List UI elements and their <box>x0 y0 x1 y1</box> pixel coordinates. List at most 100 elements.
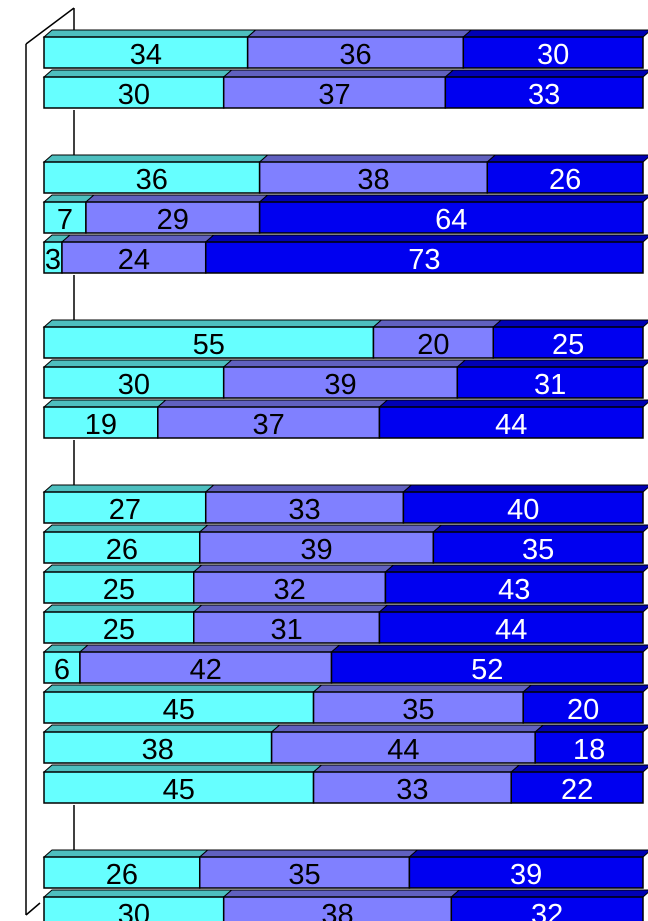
bar-g2-b3-s3 <box>204 241 644 274</box>
bar-g4-b2-s2 <box>198 531 435 564</box>
bar-top-g4-b7-s3 <box>533 724 648 733</box>
data-label-g3-b1-s3: 25 <box>552 329 584 361</box>
bar-top-g2-b1-s2 <box>258 154 497 163</box>
bar-top-g5-b1-s1 <box>42 849 210 858</box>
bar-top-g4-b3-s1 <box>42 564 204 573</box>
data-label-g4-b5-s1: 6 <box>54 654 70 686</box>
data-label-g4-b2-s3: 35 <box>522 534 554 566</box>
data-label-g3-b2-s1: 30 <box>118 369 150 401</box>
bar-g4-b3-s2 <box>193 571 387 604</box>
bar-top-g1-b1-s2 <box>246 29 473 38</box>
data-label-g3-b3-s3: 44 <box>495 409 527 441</box>
bar-top-g2-b3-s2 <box>60 234 216 243</box>
bar-g1-b1-s2 <box>246 36 465 69</box>
bar-top-g4-b1-s3 <box>402 484 648 493</box>
data-label-g5-b2-s3: 32 <box>531 899 563 921</box>
bar-top-g3-b2-s1 <box>42 359 234 368</box>
bar-top-g2-b2-s3 <box>258 194 648 203</box>
data-label-g4-b8-s1: 45 <box>163 774 195 806</box>
bar-top-g4-b7-s2 <box>270 724 545 733</box>
bar-top-g5-b2-s2 <box>222 889 461 898</box>
data-label-g4-b3-s1: 25 <box>103 574 135 606</box>
bar-g4-b8-s3 <box>510 771 644 804</box>
data-label-g4-b2-s2: 39 <box>300 534 332 566</box>
bar-top-g4-b8-s2 <box>312 764 521 773</box>
bar-top-g4-b6-s3 <box>521 684 648 693</box>
bar-top-g1-b2-s2 <box>222 69 455 78</box>
bar-top-g4-b4-s3 <box>378 604 648 613</box>
bar-top-g3-b2-s3 <box>455 359 648 368</box>
bar-top-g4-b5-s2 <box>78 644 341 653</box>
category-axis <box>25 7 75 916</box>
bar-g4-b6-s3 <box>522 691 644 724</box>
bar-top-g4-b1-s2 <box>204 484 413 493</box>
data-label-g4-b6-s3: 20 <box>567 694 599 726</box>
bar-top-g3-b1-s3 <box>491 319 648 328</box>
data-label-g5-b2-s1: 30 <box>118 899 150 921</box>
bar-g4-b2-s3 <box>432 531 644 564</box>
data-label-g2-b3-s2: 24 <box>118 244 150 276</box>
bar-g1-b2-s3 <box>444 76 644 109</box>
bar-g4-b1-s3 <box>402 491 644 524</box>
data-label-g2-b1-s2: 38 <box>357 164 389 196</box>
bar-top-g3-b3-s1 <box>42 399 168 408</box>
data-label-g2-b1-s3: 26 <box>549 164 581 196</box>
data-label-g4-b2-s1: 26 <box>106 534 138 566</box>
bar-top-g4-b2-s1 <box>42 524 210 533</box>
bar-top-g1-b2-s3 <box>443 69 648 78</box>
data-label-g5-b1-s2: 35 <box>288 859 320 891</box>
data-label-g1-b1-s3: 30 <box>537 39 569 71</box>
bar-top-g2-b3-s3 <box>204 234 648 243</box>
bar-g2-b1-s2 <box>258 161 489 194</box>
data-label-g1-b1-s1: 34 <box>130 39 162 71</box>
bar-top-g4-b3-s3 <box>384 564 648 573</box>
bar-g4-b7-s3 <box>534 731 644 764</box>
bar-top-g4-b8-s3 <box>509 764 648 773</box>
bar-g4-b5-s3 <box>330 651 644 684</box>
bar-top-g4-b7-s1 <box>42 724 281 733</box>
data-label-g4-b7-s3: 18 <box>573 734 605 766</box>
data-label-g4-b1-s2: 33 <box>288 494 320 526</box>
bar-g5-b2-s3 <box>450 896 644 921</box>
bar-g3-b2-s3 <box>456 366 644 399</box>
bar-g3-b1-s2 <box>372 326 495 359</box>
bar-g4-b4-s3 <box>378 611 644 644</box>
bar-g3-b3-s1 <box>43 406 159 439</box>
bar-top-g2-b1-s1 <box>42 154 269 163</box>
data-label-g4-b4-s1: 25 <box>103 614 135 646</box>
bar-g4-b6-s2 <box>312 691 524 724</box>
bar-top-g2-b2-s2 <box>84 194 269 203</box>
bar-top-g1-b1-s3 <box>461 29 648 38</box>
bar-top-g1-b2-s1 <box>42 69 234 78</box>
bar-g4-b4-s2 <box>193 611 381 644</box>
data-label-g3-b1-s2: 20 <box>417 329 449 361</box>
bar-top-g4-b4-s1 <box>42 604 204 613</box>
bar-top-g4-b3-s2 <box>192 564 395 573</box>
axis-top-diagonal <box>25 7 75 45</box>
bar-g5-b1-s3 <box>408 856 644 889</box>
bar-top-g4-b1-s1 <box>42 484 216 493</box>
bar-g3-b2-s2 <box>222 366 459 399</box>
bar-top-g4-b8-s1 <box>42 764 323 773</box>
bar-g4-b3-s1 <box>43 571 195 604</box>
data-label-g2-b2-s1: 7 <box>57 204 73 236</box>
bar-top-g4-b4-s2 <box>192 604 389 613</box>
bar-g3-b3-s3 <box>378 406 644 439</box>
data-label-g2-b2-s2: 29 <box>157 204 189 236</box>
bar-g2-b1-s1 <box>43 161 261 194</box>
bar-g4-b5-s2 <box>79 651 333 684</box>
bar-g3-b1-s3 <box>492 326 644 359</box>
data-label-g2-b3-s3: 73 <box>408 244 440 276</box>
bar-g5-b2-s1 <box>43 896 225 921</box>
bar-top-g3-b3-s3 <box>378 399 648 408</box>
data-label-g1-b1-s2: 36 <box>339 39 371 71</box>
data-label-g4-b8-s3: 22 <box>561 774 593 806</box>
bar-top-g3-b2-s2 <box>222 359 467 368</box>
data-label-g3-b3-s1: 19 <box>85 409 117 441</box>
bar-top-g4-b6-s2 <box>312 684 533 693</box>
bar-top-g5-b2-s3 <box>449 889 648 898</box>
data-label-g3-b3-s2: 37 <box>252 409 284 441</box>
bar-g2-b1-s3 <box>486 161 644 194</box>
